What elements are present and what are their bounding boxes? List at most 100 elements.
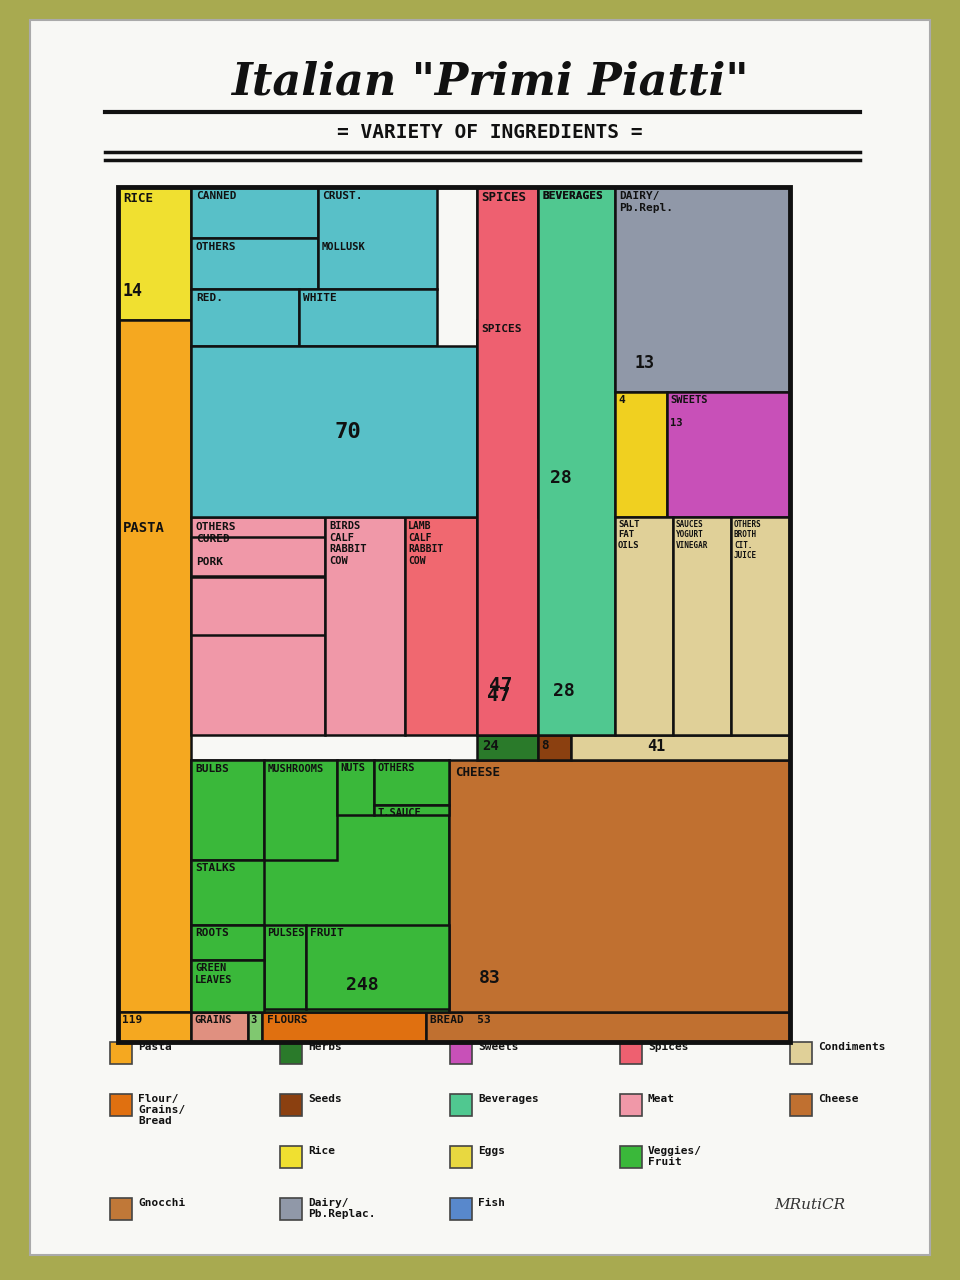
Bar [571, 735, 790, 760]
Bar [118, 320, 191, 1012]
Text: BEVERAGES: BEVERAGES [542, 191, 603, 201]
Text: Spices: Spices [648, 1042, 688, 1052]
Bar [337, 760, 374, 815]
Text: ROOTS: ROOTS [195, 928, 228, 938]
Bar [477, 320, 538, 735]
Text: BULBS: BULBS [195, 764, 228, 774]
FancyBboxPatch shape [30, 20, 930, 1254]
Bar [306, 925, 449, 1009]
Bar [191, 925, 264, 960]
Bar [615, 392, 667, 517]
Text: T.SAUCE: T.SAUCE [377, 808, 420, 818]
Text: MRutiCR: MRutiCR [775, 1198, 846, 1212]
Bar [191, 760, 449, 1012]
Text: SPICES: SPICES [481, 191, 526, 204]
Text: = VARIETY OF INGREDIENTS =: = VARIETY OF INGREDIENTS = [337, 123, 643, 142]
Bar [110, 1198, 132, 1220]
Text: OTHERS
BROTH
CIT.
JUICE: OTHERS BROTH CIT. JUICE [734, 520, 761, 561]
Text: OTHERS: OTHERS [196, 242, 236, 252]
Bar [790, 1094, 812, 1116]
Bar [191, 577, 325, 635]
Bar [673, 517, 731, 735]
Bar [667, 392, 790, 517]
Bar [325, 517, 405, 735]
Bar [620, 1146, 642, 1167]
Bar [449, 760, 790, 1012]
Bar [118, 1012, 191, 1042]
Text: 14: 14 [123, 282, 143, 300]
Bar [299, 289, 437, 346]
Bar [374, 805, 449, 815]
Text: 47: 47 [489, 676, 513, 695]
Text: Pasta: Pasta [138, 1042, 172, 1052]
Text: Beverages: Beverages [478, 1094, 539, 1103]
Text: Sweets: Sweets [478, 1042, 518, 1052]
Bar [191, 187, 318, 238]
Text: SWEETS

13: SWEETS 13 [670, 396, 708, 429]
Bar [450, 1198, 472, 1220]
Text: PULSES: PULSES [267, 928, 304, 938]
Text: BEVERAGES: BEVERAGES [542, 191, 603, 201]
Bar [477, 735, 538, 760]
Text: PASTA: PASTA [123, 521, 165, 535]
Bar [191, 538, 325, 576]
Bar [450, 1094, 472, 1116]
Bar [280, 1094, 302, 1116]
Text: 28: 28 [553, 682, 575, 700]
Text: 24: 24 [482, 739, 499, 753]
Text: Condiments: Condiments [818, 1042, 885, 1052]
Text: 70: 70 [335, 421, 362, 442]
Bar [264, 760, 337, 860]
Text: Eggs: Eggs [478, 1146, 505, 1156]
Text: FLOURS: FLOURS [267, 1015, 307, 1025]
Text: OTHERS: OTHERS [377, 763, 415, 773]
Bar [191, 346, 477, 517]
Text: LAMB
CALF
RABBIT
COW: LAMB CALF RABBIT COW [408, 521, 444, 566]
Text: STALKS: STALKS [195, 863, 235, 873]
Bar [264, 925, 306, 1009]
Text: Herbs: Herbs [308, 1042, 342, 1052]
Text: 28: 28 [550, 468, 572, 486]
Bar [191, 289, 299, 346]
Bar [538, 735, 571, 760]
Bar [731, 517, 790, 735]
Text: RICE: RICE [123, 192, 153, 205]
Bar [110, 1042, 132, 1064]
Text: BIRDS
CALF
RABBIT
COW: BIRDS CALF RABBIT COW [329, 521, 367, 566]
Text: Rice: Rice [308, 1146, 335, 1156]
Bar [405, 517, 477, 735]
Bar [538, 187, 615, 517]
Text: Seeds: Seeds [308, 1094, 342, 1103]
Bar [280, 1198, 302, 1220]
Bar [191, 960, 264, 1012]
Text: NUTS: NUTS [340, 763, 365, 773]
Text: 8: 8 [541, 739, 548, 751]
Text: Flour/
Grains/
Bread: Flour/ Grains/ Bread [138, 1094, 185, 1125]
Text: MOLLUSK: MOLLUSK [322, 242, 366, 252]
Text: Fish: Fish [478, 1198, 505, 1208]
Text: 3: 3 [250, 1015, 256, 1025]
Text: BREAD  53: BREAD 53 [430, 1015, 491, 1025]
Bar [191, 1012, 248, 1042]
Bar [615, 517, 673, 735]
Bar [538, 187, 615, 735]
Text: FRUIT: FRUIT [310, 928, 344, 938]
Text: 248: 248 [346, 975, 378, 995]
Text: WHITE: WHITE [303, 293, 337, 303]
Text: SALT
FAT
OILS: SALT FAT OILS [618, 520, 639, 550]
Text: CHEESE: CHEESE [455, 765, 500, 780]
Bar [280, 1042, 302, 1064]
Text: SAUCES
YOGURT
VINEGAR: SAUCES YOGURT VINEGAR [676, 520, 708, 550]
Bar [118, 187, 191, 320]
Bar [191, 517, 325, 735]
Bar [248, 1012, 262, 1042]
Bar [191, 238, 318, 289]
Text: 47: 47 [487, 686, 511, 705]
Bar [620, 1094, 642, 1116]
Bar [477, 187, 538, 517]
Text: 119: 119 [122, 1015, 142, 1025]
Text: 83: 83 [479, 969, 501, 987]
Text: 41: 41 [648, 739, 666, 754]
Text: 13: 13 [635, 355, 655, 372]
Text: Italian "Primi Piatti": Italian "Primi Piatti" [231, 60, 749, 104]
